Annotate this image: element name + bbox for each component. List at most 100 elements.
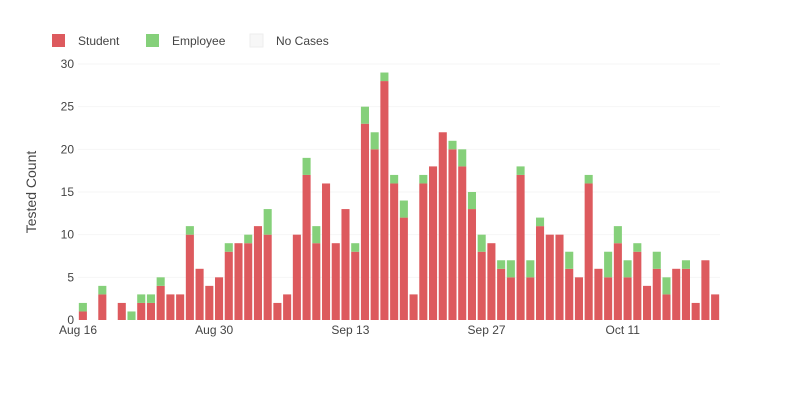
x-tick-label: Aug 16: [59, 323, 97, 337]
bar-student: [273, 302, 282, 320]
bar-student: [156, 285, 165, 320]
bar-student: [672, 268, 681, 320]
legend: Student Employee No Cases: [52, 33, 329, 48]
legend-label: Student: [78, 34, 120, 48]
bar-student: [98, 294, 107, 320]
bar-student: [341, 209, 350, 320]
legend-item-student[interactable]: Student: [52, 34, 120, 48]
bar-student: [565, 268, 574, 320]
bar-student: [662, 294, 671, 320]
bar-employee: [127, 311, 136, 320]
bar-student: [613, 243, 622, 320]
bar-student: [185, 234, 194, 320]
legend-item-employee[interactable]: Employee: [146, 34, 226, 48]
bar-employee: [244, 234, 253, 244]
y-tick-label: 15: [61, 185, 75, 199]
bar-employee: [137, 294, 146, 303]
x-tick-label: Oct 11: [605, 323, 640, 337]
bar-student: [497, 268, 506, 320]
x-axis-ticks: Aug 16 Aug 30 Sep 13 Sep 27 Oct 11: [59, 323, 640, 337]
bar-student: [360, 123, 369, 320]
bar-employee: [662, 277, 671, 295]
bar-student: [263, 234, 272, 320]
x-tick-label: Sep 27: [468, 323, 506, 337]
bar-employee: [419, 174, 428, 184]
bar-employee: [390, 174, 399, 184]
bar-employee: [613, 226, 622, 244]
legend-label: No Cases: [276, 34, 329, 48]
bar-student: [506, 277, 515, 320]
bars: [78, 72, 720, 320]
bar-employee: [584, 174, 593, 184]
bar-employee: [312, 226, 321, 244]
bar-student: [312, 243, 321, 320]
bar-student: [78, 311, 87, 320]
bar-employee: [156, 277, 165, 286]
gridlines: [78, 63, 720, 278]
y-tick-label: 20: [61, 142, 75, 156]
bar-student: [146, 302, 155, 320]
bar-employee: [652, 251, 661, 269]
bar-employee: [146, 294, 155, 303]
bar-employee: [681, 260, 690, 269]
bar-employee: [467, 192, 476, 210]
bar-student: [438, 132, 447, 320]
bar-student: [224, 251, 233, 320]
bar-employee: [370, 132, 379, 150]
legend-swatch: [146, 34, 159, 47]
bar-student: [643, 285, 652, 320]
bar-student: [253, 226, 262, 320]
bar-student: [526, 277, 535, 320]
bar-student: [399, 217, 408, 320]
y-axis-ticks: 0 5 10 15 20 25 30: [61, 57, 75, 327]
bar-employee: [263, 209, 272, 235]
bar-employee: [399, 200, 408, 218]
bar-employee: [448, 140, 457, 150]
bar-student: [166, 294, 175, 320]
bar-employee: [506, 260, 515, 278]
bar-student: [331, 243, 340, 320]
bar-employee: [604, 251, 613, 278]
bar-student: [283, 294, 292, 320]
y-tick-label: 25: [61, 100, 75, 114]
bar-student: [458, 166, 467, 320]
legend-swatch: [249, 33, 264, 48]
bar-student: [292, 234, 301, 320]
bar-student: [536, 226, 545, 320]
y-axis-title: Tested Count: [23, 151, 39, 234]
bar-student: [205, 285, 214, 320]
bar-student: [351, 251, 360, 320]
x-tick-label: Aug 30: [195, 323, 233, 337]
bar-student: [594, 268, 603, 320]
bar-employee: [526, 260, 535, 278]
bar-student: [477, 251, 486, 320]
bar-employee: [351, 243, 360, 252]
bar-student: [370, 149, 379, 320]
bar-employee: [360, 106, 369, 124]
bar-employee: [458, 149, 467, 167]
bar-student: [302, 174, 311, 320]
bar-student: [467, 209, 476, 320]
bar-student: [711, 294, 720, 320]
bar-student: [681, 268, 690, 320]
bar-student: [176, 294, 185, 320]
bar-student: [137, 302, 146, 320]
y-tick-label: 5: [67, 270, 74, 284]
bar-student: [244, 243, 253, 320]
bar-employee: [565, 251, 574, 269]
legend-item-no-cases[interactable]: No Cases: [249, 33, 329, 48]
bar-student: [623, 277, 632, 320]
bar-student: [429, 166, 438, 320]
bar-student: [215, 277, 224, 320]
bar-student: [234, 243, 243, 320]
bar-student: [584, 183, 593, 320]
bar-employee: [497, 260, 506, 269]
bar-employee: [633, 243, 642, 252]
bar-student: [390, 183, 399, 320]
bar-student: [545, 234, 554, 320]
x-tick-label: Sep 13: [331, 323, 369, 337]
bar-student: [516, 174, 525, 320]
bar-employee: [477, 234, 486, 252]
bar-employee: [98, 285, 107, 295]
